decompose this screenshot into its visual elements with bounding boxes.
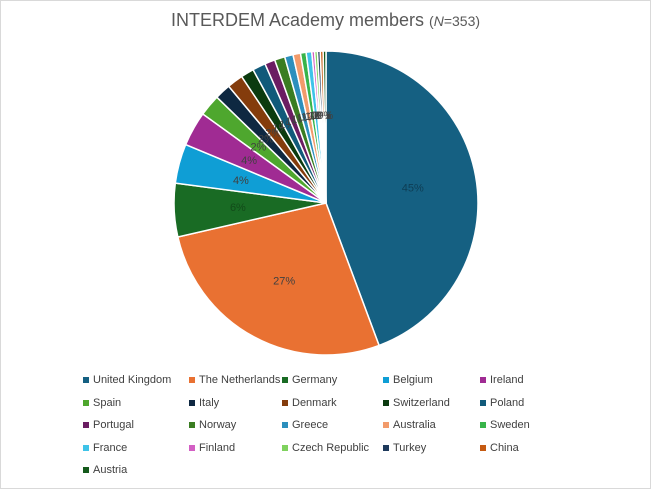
legend-swatch [83, 444, 89, 451]
legend-label: Turkey [393, 441, 427, 454]
legend-item-norway: Norway [189, 418, 236, 432]
data-label-the-netherlands: 27% [273, 276, 295, 288]
data-label-germany: 6% [230, 202, 246, 214]
legend-swatch [480, 377, 486, 383]
legend-label: Spain [93, 396, 122, 409]
legend-label: Switzerland [393, 396, 450, 409]
legend-label: United Kingdom [93, 374, 172, 386]
legend-label: Germany [292, 374, 338, 386]
legend-item-china: China [480, 441, 519, 455]
legend-item-spain: Spain [83, 396, 121, 410]
legend-swatch [282, 422, 288, 428]
legend-swatch [189, 377, 195, 383]
legend-item-portugal: Portugal [83, 418, 134, 432]
legend-label: Norway [199, 419, 237, 431]
legend-swatch [83, 377, 89, 383]
legend-swatch [282, 399, 288, 406]
pie-slice-austria [322, 50, 327, 204]
legend-swatch [383, 444, 389, 451]
legend-swatch [383, 377, 389, 383]
data-label-austria: 0% [317, 110, 333, 122]
legend-label: Finland [199, 441, 236, 454]
legend-item-finland: Finland [189, 441, 235, 455]
legend-label: Greece [292, 419, 329, 431]
legend-label: China [490, 441, 519, 454]
legend-swatch [189, 422, 195, 428]
legend-swatch [83, 422, 89, 428]
legend-item-greece: Greece [282, 418, 328, 432]
legend-item-ireland: Ireland [480, 373, 524, 387]
legend-label: Sweden [490, 419, 530, 431]
data-label-belgium: 4% [233, 175, 249, 187]
legend-item-belgium: Belgium [383, 373, 433, 387]
legend-item-australia: Australia [383, 418, 436, 432]
legend-swatch [83, 467, 89, 473]
legend-label: Portugal [93, 419, 134, 431]
legend-item-germany: Germany [282, 373, 337, 387]
legend-label: Denmark [292, 396, 337, 409]
legend-swatch [480, 422, 486, 428]
legend-label: Australia [393, 419, 436, 431]
chart-title: INTERDEM Academy members (N=353) [0, 10, 651, 31]
legend-label: Poland [490, 396, 525, 409]
legend-swatch [480, 444, 486, 451]
legend-item-poland: Poland [480, 396, 524, 410]
data-label-china: 0% [316, 110, 332, 122]
data-label-united-kingdom: 45% [402, 182, 424, 194]
legend-swatch [383, 422, 389, 428]
legend-swatch [189, 444, 195, 451]
legend-label: Czech Republic [292, 441, 370, 454]
legend-item-italy: Italy [189, 396, 219, 410]
legend-item-austria: Austria [83, 463, 127, 477]
legend-swatch [83, 399, 89, 406]
pie-slice-united-kingdom [325, 50, 479, 347]
legend-label: Italy [199, 396, 220, 409]
legend-item-the-netherlands: The Netherlands [189, 373, 280, 387]
legend-swatch [282, 377, 288, 383]
legend-item-turkey: Turkey [383, 441, 426, 455]
legend-item-france: France [83, 441, 127, 455]
data-label-ireland: 4% [241, 155, 257, 167]
legend-label: Austria [93, 464, 128, 476]
legend-label: The Netherlands [199, 374, 281, 386]
legend-item-czech-republic: Czech Republic [282, 441, 369, 455]
data-label-spain: 2% [250, 141, 266, 153]
legend-item-switzerland: Switzerland [383, 396, 450, 410]
chart-title-main: INTERDEM Academy members [170, 10, 425, 30]
legend-item-sweden: Sweden [480, 418, 530, 432]
legend-label: France [93, 441, 128, 454]
legend-item-denmark: Denmark [282, 396, 337, 410]
legend-swatch [383, 399, 389, 406]
legend-swatch [189, 399, 195, 406]
pie-slice-the-netherlands [176, 202, 381, 356]
legend-swatch [282, 444, 288, 451]
data-label-poland: 1% [279, 119, 295, 131]
legend-label: Belgium [393, 374, 433, 386]
legend-label: Ireland [490, 374, 524, 386]
chart-title-n: (N=353) [429, 13, 481, 29]
legend-swatch [480, 399, 486, 406]
legend-item-united-kingdom: United Kingdom [83, 373, 171, 387]
